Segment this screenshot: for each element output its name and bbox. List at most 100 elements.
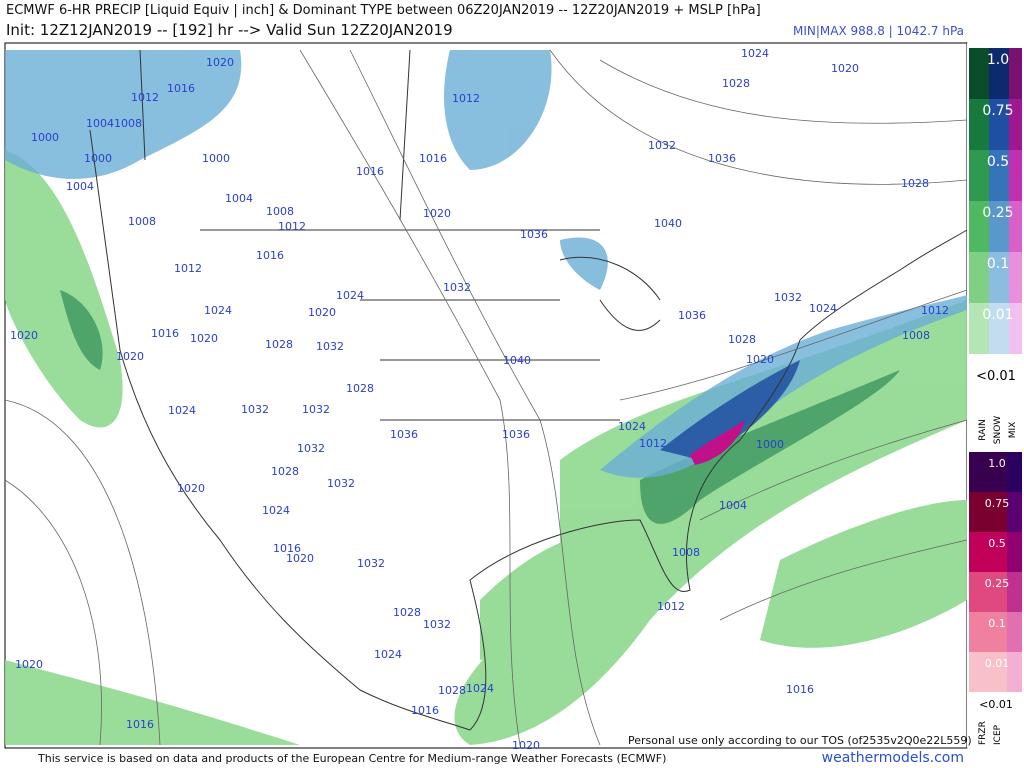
isobar-label: 1020 bbox=[10, 329, 38, 342]
isobar-label: 1024 bbox=[168, 404, 196, 417]
coastlines bbox=[89, 49, 968, 731]
isobar-label: 1024 bbox=[618, 420, 646, 433]
isobar-label: 1024 bbox=[809, 302, 837, 315]
isobar-label: 1016 bbox=[126, 718, 154, 731]
legend-mix bbox=[1009, 201, 1022, 252]
legend-level: 1.0 bbox=[987, 52, 1009, 68]
isobar-label: 1036 bbox=[708, 152, 736, 165]
isobar-label: 1024 bbox=[336, 289, 364, 302]
isobar-label: 1020 bbox=[308, 306, 336, 319]
isobars bbox=[4, 49, 968, 746]
legend-icep bbox=[1007, 612, 1022, 652]
legend-icep bbox=[1007, 452, 1022, 492]
legend-snow bbox=[989, 99, 1009, 150]
isobar-label: 1032 bbox=[297, 442, 325, 455]
isobar-label: 1016 bbox=[256, 249, 284, 262]
isobar-label: 1036 bbox=[678, 309, 706, 322]
isobar-label: 1004 bbox=[66, 180, 94, 193]
rain-heavy bbox=[60, 290, 900, 524]
footer-tos: Personal use only according to our TOS (… bbox=[628, 734, 972, 747]
legend-level: 0.01 bbox=[982, 307, 1013, 323]
isobar-label: 1008 bbox=[128, 215, 156, 228]
legend-rain bbox=[969, 99, 989, 150]
legend-snow bbox=[989, 48, 1009, 99]
isobar-label: 1020 bbox=[206, 56, 234, 69]
legend-below: <0.01 bbox=[979, 698, 1013, 711]
isobar-label: 1008 bbox=[672, 546, 700, 559]
isobar-label: 1024 bbox=[374, 648, 402, 661]
isobar-label: 1012 bbox=[131, 91, 159, 104]
snow-heavy bbox=[660, 360, 800, 460]
isobar-label: 1008 bbox=[114, 117, 142, 130]
isobar-label: 1032 bbox=[302, 403, 330, 416]
isobar-label: 1028 bbox=[722, 77, 750, 90]
legend-frzr bbox=[969, 612, 1007, 652]
isobar-label: 1028 bbox=[265, 338, 293, 351]
isobar-label: 1028 bbox=[438, 684, 466, 697]
legend-level: 0.75 bbox=[985, 497, 1010, 510]
isobar-label: 1028 bbox=[728, 333, 756, 346]
isobar-label: 1024 bbox=[204, 304, 232, 317]
legend-snow bbox=[989, 150, 1009, 201]
title: ECMWF 6-HR PRECIP [Liquid Equiv | inch] … bbox=[6, 3, 761, 18]
isobar-label: 1032 bbox=[241, 403, 269, 416]
isobar-label: 1032 bbox=[327, 477, 355, 490]
isobar-label: 1020 bbox=[15, 658, 43, 671]
isobar-label: 1028 bbox=[901, 177, 929, 190]
legend-level: 0.75 bbox=[982, 103, 1013, 119]
isobar-label: 1024 bbox=[741, 47, 769, 60]
legend-mix bbox=[1009, 303, 1022, 354]
isobar-label: 1032 bbox=[423, 618, 451, 631]
footer-site: weathermodels.com bbox=[821, 750, 964, 766]
isobar-label: 1024 bbox=[262, 504, 290, 517]
isobar-label: 1012 bbox=[921, 304, 949, 317]
isobar-label: 1032 bbox=[648, 139, 676, 152]
isobar-label: 1004 bbox=[86, 117, 114, 130]
isobar-label: 1036 bbox=[390, 428, 418, 441]
isobar-label: 1040 bbox=[503, 354, 531, 367]
legend-type: FRZR bbox=[978, 721, 988, 745]
isobar-label: 1000 bbox=[84, 152, 112, 165]
legend-below: <0.01 bbox=[976, 369, 1016, 384]
isobar-label: 1012 bbox=[174, 262, 202, 275]
legend-level: 0.25 bbox=[985, 577, 1010, 590]
isobar-label: 1016 bbox=[356, 165, 384, 178]
isobar-label: 1032 bbox=[774, 291, 802, 304]
isobar-label: 1000 bbox=[756, 438, 784, 451]
legend-type: SNOW bbox=[993, 416, 1003, 445]
legend-rain bbox=[969, 150, 989, 201]
isobar-label: 1020 bbox=[512, 739, 540, 752]
legend-mix bbox=[1009, 150, 1022, 201]
isobar-label: 1016 bbox=[151, 327, 179, 340]
legend-frzr bbox=[969, 652, 1007, 692]
legend-icep bbox=[1007, 572, 1022, 612]
isobar-label: 1028 bbox=[393, 606, 421, 619]
legend-snow bbox=[989, 201, 1009, 252]
legend-rain bbox=[969, 303, 989, 354]
legend-snow bbox=[989, 303, 1009, 354]
legend-level: 1.0 bbox=[988, 457, 1006, 470]
isobar-label: 1032 bbox=[443, 281, 471, 294]
legend-snow bbox=[989, 252, 1009, 303]
isobar-label: 1012 bbox=[452, 92, 480, 105]
isobar-label: 1000 bbox=[202, 152, 230, 165]
isobar-label: 1028 bbox=[271, 465, 299, 478]
isobar-label: 1040 bbox=[654, 217, 682, 230]
isobar-label: 1020 bbox=[746, 353, 774, 366]
legend-frzr bbox=[969, 492, 1007, 532]
legend-level: 0.1 bbox=[987, 256, 1009, 272]
isobar-label: 1020 bbox=[286, 552, 314, 565]
isobar-label: 1020 bbox=[831, 62, 859, 75]
legend-frzr bbox=[969, 452, 1007, 492]
isobar-label: 1016 bbox=[419, 152, 447, 165]
legend-mix bbox=[1009, 99, 1022, 150]
legend-level: 0.1 bbox=[988, 617, 1006, 630]
isobar-label: 1016 bbox=[786, 683, 814, 696]
legend-level: 0.25 bbox=[982, 205, 1013, 221]
legend-rain bbox=[969, 201, 989, 252]
legend-level: 0.01 bbox=[985, 657, 1010, 670]
isobar-label: 1016 bbox=[273, 542, 301, 555]
legend-type: MIX bbox=[1008, 422, 1018, 439]
legend-frzr bbox=[969, 572, 1007, 612]
